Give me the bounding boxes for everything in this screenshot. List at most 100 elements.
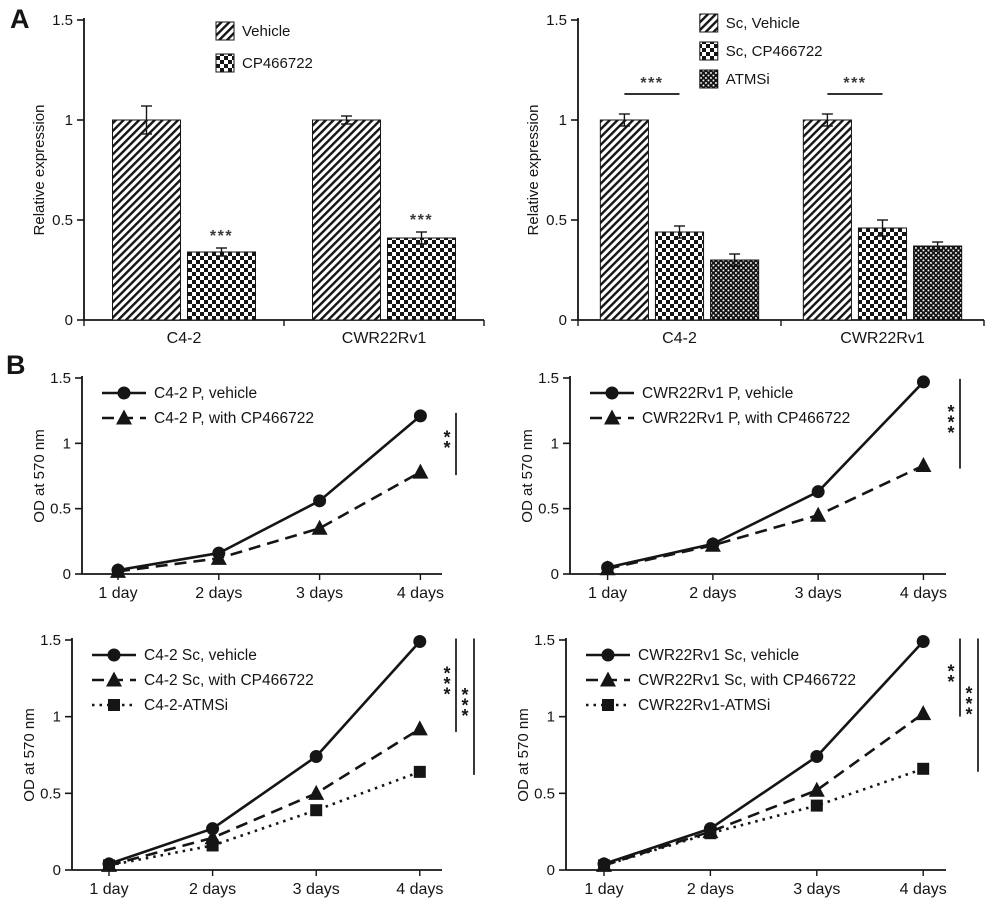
svg-text:*: * xyxy=(443,674,450,694)
svg-text:C4-2: C4-2 xyxy=(167,330,202,347)
svg-text:1: 1 xyxy=(53,709,61,726)
svg-text:*: * xyxy=(461,696,468,716)
svg-text:*: * xyxy=(443,438,450,458)
svg-text:1 day: 1 day xyxy=(98,585,137,602)
svg-text:0: 0 xyxy=(63,566,71,583)
svg-text:*: * xyxy=(461,706,468,726)
svg-text:C4-2 Sc, vehicle: C4-2 Sc, vehicle xyxy=(144,647,257,664)
line-chart-c42-parental-growth: 0 0.5 1 1.5 OD at 570 nm 1 day 2 days 3 days 4 d… xyxy=(28,364,496,610)
svg-text:*: * xyxy=(947,661,954,681)
svg-text:1 day: 1 day xyxy=(584,881,623,898)
svg-text:3 days: 3 days xyxy=(793,881,840,898)
panel-a-label: A xyxy=(10,4,30,34)
svg-text:*: * xyxy=(947,423,954,443)
svg-text:OD at 570 nm: OD at 570 nm xyxy=(21,708,38,801)
svg-text:*: * xyxy=(443,664,450,684)
svg-text:0.5: 0.5 xyxy=(52,212,73,229)
svg-text:C4-2 P, with CP466722: C4-2 P, with CP466722 xyxy=(154,410,314,427)
svg-text:3 days: 3 days xyxy=(293,881,340,898)
svg-text:*: * xyxy=(443,428,450,448)
line-cwr-sc-svg: 0 0.5 1 1.5 OD at 570 nm 1 day 2 days 3 days 4 d… xyxy=(515,632,979,898)
svg-text:1 day: 1 day xyxy=(588,585,627,602)
bar-cp466722-svg: 0 0.5 1 1.5 Relative expression C4-2 CWR22Rv1 V… xyxy=(31,12,485,347)
line-chart-cwr22rv1-parental-growth: 0 0.5 1 1.5 OD at 570 nm 1 day 2 days 3 days 4 d… xyxy=(516,364,1000,610)
svg-text:4 days: 4 days xyxy=(396,881,443,898)
svg-text:C4-2-ATMSi: C4-2-ATMSi xyxy=(144,697,228,714)
svg-text:0.5: 0.5 xyxy=(50,501,71,518)
svg-text:0: 0 xyxy=(65,312,73,329)
svg-text:Sc, CP466722: Sc, CP466722 xyxy=(726,43,823,60)
svg-text:1 day: 1 day xyxy=(89,881,128,898)
svg-text:0: 0 xyxy=(551,566,559,583)
svg-text:1.5: 1.5 xyxy=(534,632,555,649)
svg-text:***: *** xyxy=(843,75,866,92)
svg-text:ATMSi: ATMSi xyxy=(726,71,770,88)
svg-text:0.5: 0.5 xyxy=(538,501,559,518)
svg-text:1.5: 1.5 xyxy=(546,12,567,29)
line-cwr-p-svg: 0 0.5 1 1.5 OD at 570 nm 1 day 2 days 3 days 4 d… xyxy=(519,370,961,602)
svg-text:2 days: 2 days xyxy=(689,585,736,602)
bar-atmsi-svg: 0 0.5 1 1.5 Relative expression C4-2 CWR22Rv1 S… xyxy=(525,12,985,347)
svg-text:0: 0 xyxy=(547,862,555,879)
svg-text:OD at 570 nm: OD at 570 nm xyxy=(31,429,48,522)
svg-text:CP466722: CP466722 xyxy=(242,55,313,72)
svg-text:C4-2 Sc, with CP466722: C4-2 Sc, with CP466722 xyxy=(144,672,314,689)
svg-text:CWR22Rv1-ATMSi: CWR22Rv1-ATMSi xyxy=(638,697,770,714)
svg-text:***: *** xyxy=(640,75,663,92)
svg-text:Sc, Vehicle: Sc, Vehicle xyxy=(726,15,800,32)
svg-text:1.5: 1.5 xyxy=(52,12,73,29)
svg-text:***: *** xyxy=(210,228,233,245)
svg-text:*: * xyxy=(965,705,972,725)
svg-text:Vehicle: Vehicle xyxy=(242,23,290,40)
svg-text:Relative expression: Relative expression xyxy=(525,105,542,236)
svg-text:4 days: 4 days xyxy=(900,881,947,898)
svg-text:1.5: 1.5 xyxy=(40,632,61,649)
svg-text:1.5: 1.5 xyxy=(50,370,71,387)
line-c42-sc-svg: 0 0.5 1 1.5 OD at 570 nm 1 day 2 days 3 days 4 d… xyxy=(21,632,475,898)
svg-text:0.5: 0.5 xyxy=(534,785,555,802)
svg-text:1.5: 1.5 xyxy=(538,370,559,387)
svg-text:1: 1 xyxy=(65,112,73,129)
svg-text:4 days: 4 days xyxy=(900,585,947,602)
svg-text:1: 1 xyxy=(551,435,559,452)
line-chart-c42-sc-growth: 0 0.5 1 1.5 OD at 570 nm 1 day 2 days 3 days 4 d… xyxy=(18,626,496,906)
svg-text:CWR22Rv1 P, with CP466722: CWR22Rv1 P, with CP466722 xyxy=(642,410,850,427)
svg-text:Relative expression: Relative expression xyxy=(31,105,48,236)
svg-text:*: * xyxy=(947,672,954,692)
svg-text:C4-2: C4-2 xyxy=(662,330,697,347)
bar-chart-relative-expression-atmsi: 0 0.5 1 1.5 Relative expression C4-2 CWR22Rv1 S… xyxy=(522,4,998,354)
svg-text:2 days: 2 days xyxy=(189,881,236,898)
svg-text:3 days: 3 days xyxy=(296,585,343,602)
svg-text:*: * xyxy=(443,685,450,705)
svg-text:OD at 570 nm: OD at 570 nm xyxy=(519,429,536,522)
svg-text:0: 0 xyxy=(53,862,61,879)
svg-text:0.5: 0.5 xyxy=(546,212,567,229)
svg-text:OD at 570 nm: OD at 570 nm xyxy=(515,708,532,801)
svg-text:4 days: 4 days xyxy=(397,585,444,602)
svg-text:***: *** xyxy=(410,212,433,229)
svg-text:*: * xyxy=(947,413,954,433)
svg-text:CWR22Rv1: CWR22Rv1 xyxy=(342,330,427,347)
svg-text:*: * xyxy=(965,684,972,704)
svg-text:*: * xyxy=(965,694,972,714)
panel-b-label: B xyxy=(6,350,26,380)
svg-text:1: 1 xyxy=(547,709,555,726)
svg-text:CWR22Rv1 P, vehicle: CWR22Rv1 P, vehicle xyxy=(642,385,793,402)
svg-text:2 days: 2 days xyxy=(195,585,242,602)
line-chart-cwr22rv1-sc-growth: 0 0.5 1 1.5 OD at 570 nm 1 day 2 days 3 days 4 d… xyxy=(512,626,1000,906)
svg-text:1: 1 xyxy=(559,112,567,129)
svg-text:0.5: 0.5 xyxy=(40,785,61,802)
svg-text:CWR22Rv1 Sc, vehicle: CWR22Rv1 Sc, vehicle xyxy=(638,647,799,664)
svg-text:3 days: 3 days xyxy=(795,585,842,602)
svg-text:C4-2 P, vehicle: C4-2 P, vehicle xyxy=(154,385,257,402)
line-c42-p-svg: 0 0.5 1 1.5 OD at 570 nm 1 day 2 days 3 days 4 d… xyxy=(31,370,457,602)
svg-text:CWR22Rv1 Sc, with CP466722: CWR22Rv1 Sc, with CP466722 xyxy=(638,672,856,689)
svg-text:1: 1 xyxy=(63,435,71,452)
svg-text:*: * xyxy=(461,685,468,705)
bar-chart-relative-expression-cp466722: 0 0.5 1 1.5 Relative expression C4-2 CWR22Rv1 V… xyxy=(28,4,498,354)
svg-text:*: * xyxy=(947,402,954,422)
svg-text:2 days: 2 days xyxy=(687,881,734,898)
svg-text:CWR22Rv1: CWR22Rv1 xyxy=(840,330,925,347)
svg-text:0: 0 xyxy=(559,312,567,329)
